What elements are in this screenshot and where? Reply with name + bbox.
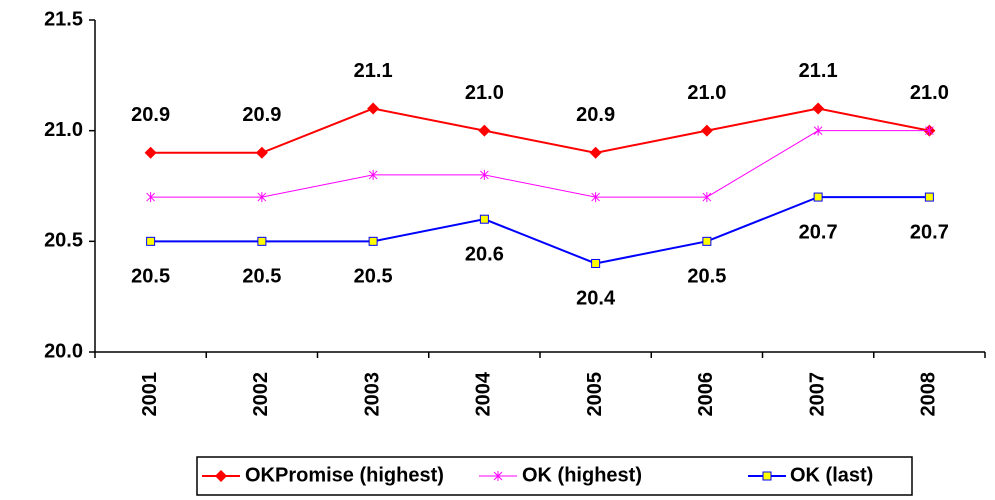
data-point [146,236,156,246]
x-tick-label: 2002 [250,372,272,417]
legend-label: OKPromise (highest) [245,464,444,486]
y-tick-label: 21.0 [44,119,83,141]
data-label: 21.0 [910,82,949,104]
data-point [702,192,712,203]
data-point [368,236,378,246]
data-point [478,124,491,137]
data-point [255,146,268,159]
data-point [479,214,489,224]
x-tick-label: 2001 [139,372,161,417]
data-point [700,124,713,137]
legend-marker [215,470,227,482]
data-point [813,192,823,202]
data-point [813,125,823,136]
data-point [702,236,712,246]
data-label: 20.7 [910,221,949,243]
data-label: 20.5 [242,266,281,288]
data-label: 21.1 [354,60,393,82]
legend-marker [762,471,772,481]
x-tick-label: 2005 [584,372,606,417]
series-line [150,130,930,198]
data-label: 20.9 [576,104,615,126]
data-label: 20.9 [242,104,281,126]
data-label: 20.6 [465,243,504,265]
data-point [257,192,267,203]
data-label: 20.5 [131,266,170,288]
data-label: 20.5 [687,266,726,288]
data-label: 20.9 [131,104,170,126]
x-tick-label: 2007 [806,372,828,417]
data-label: 21.0 [465,82,504,104]
y-tick-label: 21.5 [44,8,83,30]
x-tick-label: 2004 [473,371,495,416]
x-tick-label: 2006 [695,372,717,417]
legend-marker [493,471,503,481]
data-point [257,236,267,246]
data-label: 20.4 [576,288,616,310]
data-point [591,192,600,203]
x-tick-label: 2003 [361,372,383,417]
legend-label: OK (highest) [522,464,642,486]
y-tick-label: 20.5 [44,230,83,252]
data-point [480,169,489,180]
data-label: 21.0 [687,82,726,104]
data-point [812,102,825,115]
data-label: 20.5 [354,266,393,288]
data-point [591,258,601,268]
data-point [146,192,155,203]
legend-label: OK (last) [790,464,873,486]
data-point [589,146,602,159]
data-point [144,146,157,159]
data-point [925,125,934,136]
data-label: 21.1 [799,60,838,82]
series-line [150,107,930,154]
data-point [368,169,378,180]
data-point [367,102,380,115]
y-tick-label: 20.0 [44,340,83,362]
x-tick-label: 2008 [918,372,940,417]
data-label: 20.7 [799,221,838,243]
series-line [150,196,930,265]
data-point [924,192,934,202]
legend-box [196,456,913,496]
